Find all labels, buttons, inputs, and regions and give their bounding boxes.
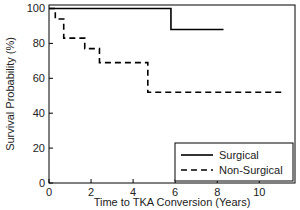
chart: 0204060801000246810Time to TKA Conversio…	[0, 0, 300, 210]
y-tick-label: 20	[33, 142, 45, 154]
y-tick-label: 40	[33, 107, 45, 119]
y-tick-label: 60	[33, 72, 45, 84]
y-tick	[49, 113, 53, 114]
y-tick-label: 100	[27, 2, 45, 14]
legend-swatch	[181, 154, 213, 156]
x-tick	[49, 179, 50, 183]
y-tick-label: 80	[33, 37, 45, 49]
y-tick-label: 0	[39, 177, 45, 189]
survival-line	[49, 8, 284, 92]
legend-label: Non-Surgical	[219, 164, 283, 176]
y-tick	[49, 183, 53, 184]
x-axis-label: Time to TKA Conversion (Years)	[94, 196, 251, 208]
legend-swatch	[181, 169, 213, 171]
x-tick-label: 10	[253, 186, 265, 198]
legend-box	[175, 143, 293, 181]
y-tick	[49, 148, 53, 149]
plot-frame	[49, 5, 295, 183]
x-tick	[133, 179, 134, 183]
y-axis-label: Survival Probability (%)	[4, 37, 16, 151]
y-tick	[49, 78, 53, 79]
legend-label: Surgical	[219, 149, 259, 161]
survival-line	[49, 8, 224, 29]
x-tick	[91, 179, 92, 183]
series-group	[49, 8, 284, 92]
y-tick	[49, 43, 53, 44]
x-tick-label: 0	[46, 186, 52, 198]
